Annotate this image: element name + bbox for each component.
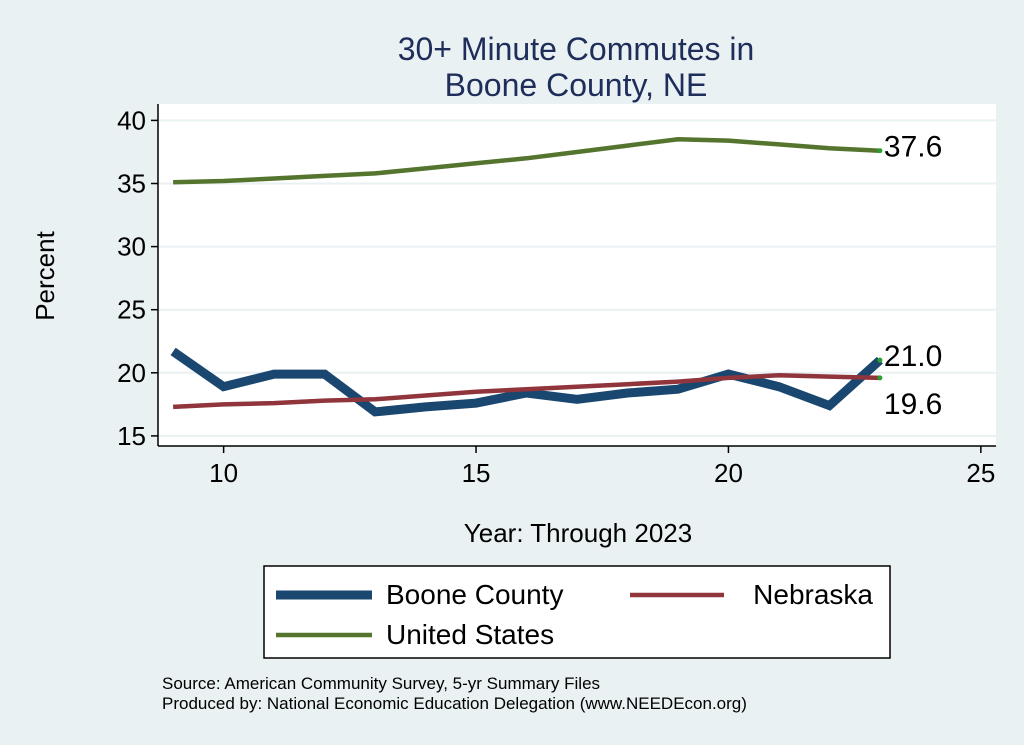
y-tick-label-15: 15 <box>117 421 146 451</box>
series-end-point-united-states <box>877 148 883 154</box>
series-end-point-boone-county <box>877 357 883 363</box>
end-label-nebraska: 19.6 <box>884 388 942 421</box>
y-tick-label-30: 30 <box>117 232 146 262</box>
x-tick-label-20: 20 <box>714 458 743 488</box>
y-axis-ticks: 15 20 25 30 35 40 <box>117 105 158 451</box>
y-tick-label-20: 20 <box>117 358 146 388</box>
producer-note: Produced by: National Economic Education… <box>162 694 747 713</box>
series-line-boone-county <box>170 347 883 417</box>
series-lines <box>170 137 883 417</box>
chart-subtitle: Boone County, NE <box>445 67 708 103</box>
end-labels: 21.0 19.6 37.6 <box>884 131 942 421</box>
y-tick-label-25: 25 <box>117 295 146 325</box>
end-label-boone-county: 21.0 <box>884 340 942 373</box>
axes <box>157 104 996 447</box>
legend: Boone County Nebraska United States <box>263 565 891 659</box>
plot-area <box>158 104 996 446</box>
y-tick-label-35: 35 <box>117 169 146 199</box>
end-label-united-states: 37.6 <box>884 131 942 164</box>
x-axis-label: Year: Through 2023 <box>464 518 692 548</box>
legend-label-united-states: United States <box>386 619 554 650</box>
series-line-nebraska <box>172 373 880 410</box>
legend-box <box>263 565 891 659</box>
source-note: Source: American Community Survey, 5-yr … <box>162 674 600 693</box>
x-tick-label-10: 10 <box>209 458 238 488</box>
chart-title: 30+ Minute Commutes in <box>398 31 755 67</box>
x-tick-label-25: 25 <box>966 458 995 488</box>
legend-label-boone-county: Boone County <box>386 579 563 610</box>
x-axis-ticks: 10 15 20 25 <box>209 446 995 488</box>
series-line-united-states <box>173 137 881 185</box>
x-tick-label-15: 15 <box>462 458 491 488</box>
y-axis-label: Percent <box>30 230 60 320</box>
legend-label-nebraska: Nebraska <box>753 579 873 610</box>
y-tick-label-40: 40 <box>117 105 146 135</box>
series-end-point-nebraska <box>877 375 883 381</box>
